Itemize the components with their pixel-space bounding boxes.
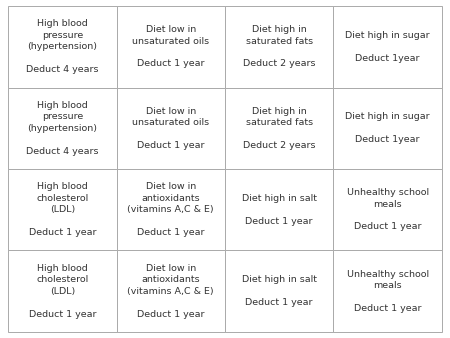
Bar [117,169,225,250]
Text: High blood
cholesterol
(LDL)

Deduct 1 year: High blood cholesterol (LDL) Deduct 1 ye… [29,182,96,237]
Bar [117,88,225,169]
Text: Diet low in
unsaturated oils

Deduct 1 year: Diet low in unsaturated oils Deduct 1 ye… [132,106,209,150]
Text: Unhealthy school
meals

Deduct 1 year: Unhealthy school meals Deduct 1 year [346,269,429,313]
Bar [8,250,117,332]
Bar [333,6,442,88]
Text: High blood
pressure
(hypertension)

Deduct 4 years: High blood pressure (hypertension) Deduc… [26,19,99,74]
Bar [333,169,442,250]
Bar [225,169,333,250]
Bar [333,250,442,332]
Bar [225,250,333,332]
Bar [225,6,333,88]
Text: Diet high in sugar

Deduct 1year: Diet high in sugar Deduct 1year [345,112,430,144]
Bar [8,169,117,250]
Text: Diet high in salt

Deduct 1 year: Diet high in salt Deduct 1 year [242,194,317,226]
Text: Diet high in
saturated fats

Deduct 2 years: Diet high in saturated fats Deduct 2 yea… [243,106,315,150]
Bar [8,6,117,88]
Text: High blood
pressure
(hypertension)

Deduct 4 years: High blood pressure (hypertension) Deduc… [26,101,99,156]
Bar [8,88,117,169]
Bar [117,6,225,88]
Bar [333,88,442,169]
Bar [117,250,225,332]
Text: Diet high in sugar

Deduct 1year: Diet high in sugar Deduct 1year [345,31,430,63]
Text: Unhealthy school
meals

Deduct 1 year: Unhealthy school meals Deduct 1 year [346,188,429,232]
Text: Diet low in
antioxidants
(vitamins A,C & E)

Deduct 1 year: Diet low in antioxidants (vitamins A,C &… [127,182,214,237]
Text: Diet high in
saturated fats

Deduct 2 years: Diet high in saturated fats Deduct 2 yea… [243,25,315,69]
Text: High blood
cholesterol
(LDL)

Deduct 1 year: High blood cholesterol (LDL) Deduct 1 ye… [29,264,96,319]
Text: Diet low in
antioxidants
(vitamins A,C & E)

Deduct 1 year: Diet low in antioxidants (vitamins A,C &… [127,264,214,319]
Text: Diet low in
unsaturated oils

Deduct 1 year: Diet low in unsaturated oils Deduct 1 ye… [132,25,209,69]
Text: Diet high in salt

Deduct 1 year: Diet high in salt Deduct 1 year [242,275,317,307]
Bar [225,88,333,169]
